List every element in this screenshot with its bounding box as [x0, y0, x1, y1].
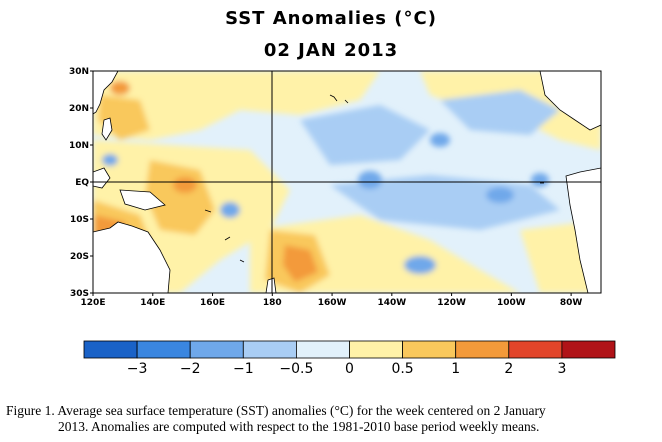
- region-cool-north-east: [440, 90, 560, 135]
- region-warm-north-west: [93, 71, 380, 140]
- lat-tick-label: 10S: [70, 215, 89, 225]
- lon-tick-label: 180: [263, 298, 282, 308]
- colorbar-tick-label: 0.5: [391, 361, 413, 377]
- region-cool-patch-2: [430, 133, 450, 147]
- colorbar-swatch: [242, 340, 297, 359]
- chart-date: 02 JAN 2013: [263, 40, 399, 61]
- colorbar-tick-label: 3: [557, 361, 566, 377]
- land-philippines: [101, 117, 113, 141]
- region-warm-pool-strong: [173, 177, 197, 193]
- lon-tick-label: 160E: [200, 298, 225, 308]
- colorbar-swatch: [136, 340, 191, 359]
- small-islands: [204, 94, 544, 263]
- land-south-america: [565, 167, 601, 293]
- colorbar-swatch: [455, 340, 510, 359]
- region-cool-central-north: [300, 105, 430, 165]
- figure-caption: Figure 1. Average sea surface temperatur…: [6, 403, 656, 435]
- region-south-180-strong: [283, 245, 318, 282]
- sst-anomaly-map: 30N 20N 10N EQ 10S 20S 30S 120E 140E 160E 180 160W…: [69, 67, 616, 377]
- lon-tick-label: 100W: [497, 298, 526, 308]
- lat-tick-label: EQ: [75, 178, 89, 188]
- colorbar-tick-label: 1: [451, 361, 460, 377]
- colorbar-swatch: [561, 340, 616, 359]
- colorbar-swatch: [349, 340, 403, 359]
- region-cool-patch-1: [358, 171, 382, 189]
- colorbar-swatch: [508, 340, 563, 359]
- lon-tick-label: 120E: [81, 298, 106, 308]
- lat-tick-label: 30S: [70, 289, 89, 299]
- lat-tick-label: 30N: [69, 67, 89, 77]
- region-cool-patch-7: [102, 154, 118, 166]
- lon-axis: 120E 140E 160E 180 160W 140W 120W 100W 80W: [81, 293, 583, 308]
- region-cool-patch-5: [404, 256, 436, 274]
- region-north-west-strong: [110, 81, 130, 95]
- anomaly-field: [93, 71, 601, 293]
- land: [93, 71, 601, 293]
- region-cool-patch-6: [220, 202, 240, 218]
- land-australia: [93, 221, 171, 293]
- land-new-guinea: [119, 189, 166, 211]
- region-warm-pool: [145, 160, 215, 235]
- caption-line-1: Figure 1. Average sea surface temperatur…: [6, 403, 546, 418]
- lon-tick-label: 80W: [560, 298, 583, 308]
- region-cool-patch-3: [486, 187, 514, 203]
- colorbar-swatch: [402, 340, 457, 359]
- land-central-america: [539, 71, 601, 131]
- colorbar-tick-label: −1: [233, 361, 254, 377]
- lat-tick-label: 20S: [70, 252, 89, 262]
- lon-tick-label: 140E: [140, 298, 165, 308]
- land-borneo: [93, 167, 111, 189]
- colorbar-swatch: [295, 340, 350, 359]
- colorbar-tick-label: 0: [345, 361, 354, 377]
- lat-axis: 30N 20N 10N EQ 10S 20S 30S: [69, 67, 93, 299]
- colorbar-tick-label: −0.5: [279, 361, 313, 377]
- colorbar-tick-label: −3: [127, 361, 148, 377]
- colorbar-swatch: [189, 340, 244, 359]
- chart-title: SST Anomalies (°C): [225, 8, 437, 29]
- lat-tick-label: 10N: [69, 141, 89, 151]
- colorbar-tick-label: −2: [180, 361, 201, 377]
- lat-tick-label: 20N: [69, 104, 89, 114]
- colorbar-tick-label: 2: [504, 361, 513, 377]
- lon-tick-label: 160W: [318, 298, 347, 308]
- region-cool-patch-4: [531, 173, 549, 187]
- colorbar: −3 −2 −1 −0.5 0 0.5 1 2 3: [83, 340, 616, 377]
- lon-tick-label: 140W: [377, 298, 406, 308]
- lon-tick-label: 120W: [437, 298, 466, 308]
- colorbar-swatch: [83, 340, 138, 359]
- caption-line-2: 2013. Anomalies are computed with respec…: [58, 419, 540, 434]
